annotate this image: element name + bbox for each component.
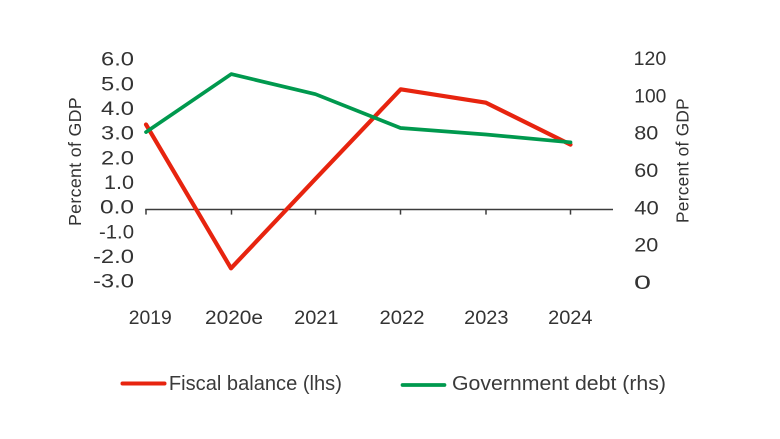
svg-text:Percent of GDP: Percent of GDP (673, 98, 693, 223)
svg-text:3.0: 3.0 (101, 124, 134, 145)
svg-text:20: 20 (634, 236, 658, 257)
svg-text:2024: 2024 (548, 308, 593, 329)
svg-text:1.0: 1.0 (104, 173, 134, 194)
svg-text:100: 100 (634, 86, 666, 107)
svg-text:0: 0 (634, 273, 651, 294)
svg-text:-3.0: -3.0 (93, 272, 134, 293)
svg-text:Fiscal balance (lhs): Fiscal balance (lhs) (169, 372, 342, 395)
svg-text:2020e: 2020e (205, 308, 263, 329)
svg-text:0.0: 0.0 (100, 198, 134, 219)
svg-text:80: 80 (634, 124, 658, 145)
svg-text:2021: 2021 (294, 308, 338, 329)
svg-text:4.0: 4.0 (101, 99, 134, 120)
svg-text:40: 40 (634, 198, 659, 219)
svg-text:2019: 2019 (129, 308, 172, 329)
svg-text:-2.0: -2.0 (93, 247, 134, 268)
svg-text:6.0: 6.0 (101, 50, 134, 71)
svg-text:2.0: 2.0 (101, 148, 134, 169)
svg-text:5.0: 5.0 (101, 74, 134, 95)
svg-text:60: 60 (634, 161, 658, 182)
svg-text:Government debt (rhs): Government debt (rhs) (452, 372, 666, 395)
svg-text:Percent of GDP: Percent of GDP (65, 97, 85, 226)
svg-text:2022: 2022 (380, 308, 425, 329)
svg-text:2023: 2023 (464, 308, 508, 329)
svg-text:-1.0: -1.0 (99, 222, 134, 243)
svg-text:120: 120 (634, 49, 667, 70)
